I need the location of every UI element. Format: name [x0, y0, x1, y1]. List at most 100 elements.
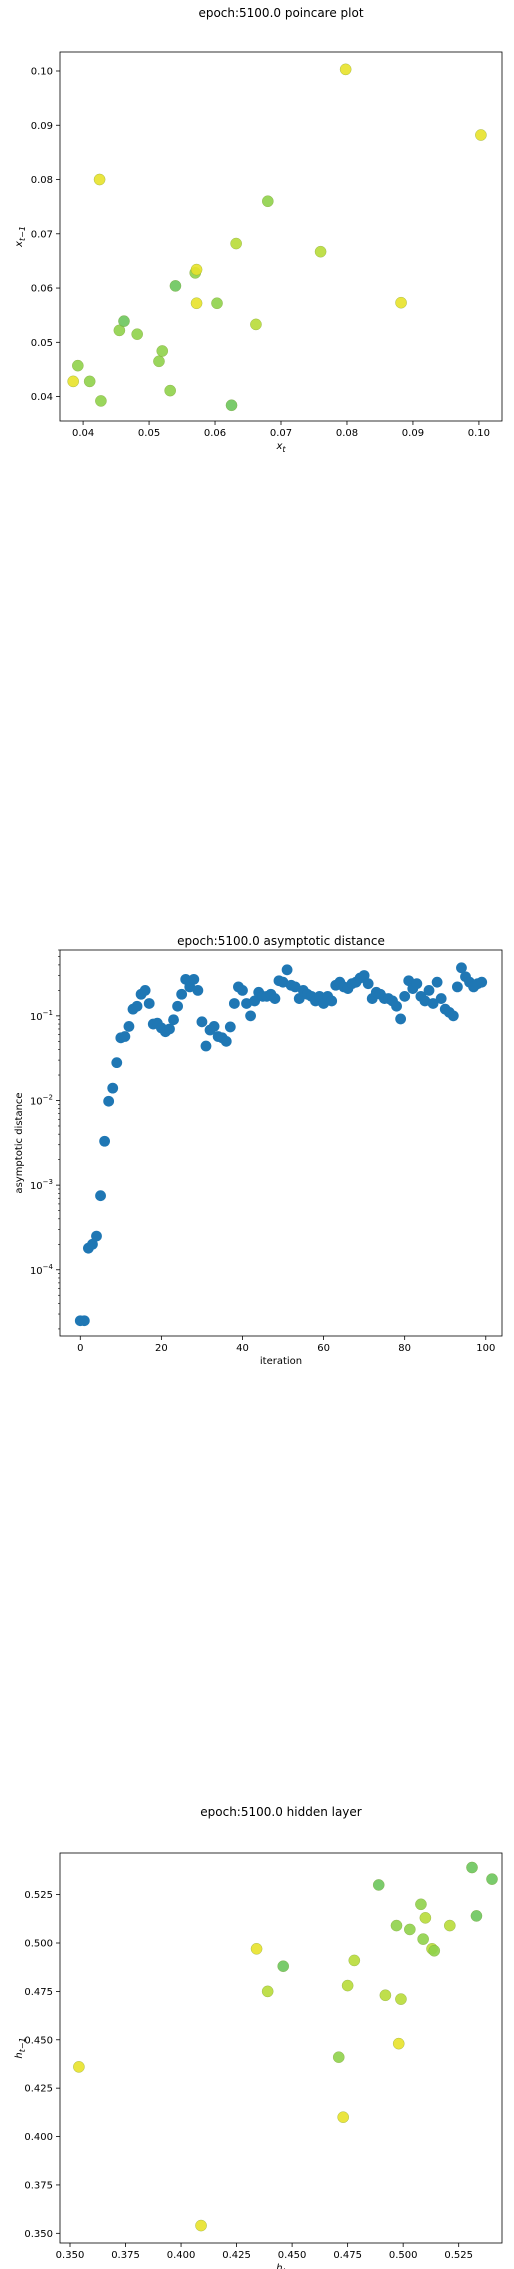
- y-tick-label: 0.450: [24, 2035, 53, 2046]
- scatter-point: [230, 237, 242, 250]
- scatter-point: [358, 970, 370, 981]
- x-tick-label: 0.425: [222, 2250, 251, 2261]
- scatter-point: [447, 1010, 459, 1022]
- scatter-point: [332, 2051, 345, 2063]
- scatter-point: [228, 998, 240, 1009]
- scatter-point: [176, 988, 188, 1000]
- scatter-point: [241, 998, 252, 1009]
- chart-title: epoch:5100.0 hidden layer: [200, 1805, 362, 1819]
- scatter-point: [415, 1898, 427, 1911]
- x-tick-label: 0: [77, 1343, 83, 1354]
- x-tick-label: 0.525: [444, 2250, 473, 2261]
- x-tick-label: 0.09: [402, 428, 424, 439]
- scatter-point: [131, 328, 143, 340]
- x-tick-label: 0.375: [111, 2250, 140, 2261]
- scatter-point: [281, 964, 293, 976]
- scatter-point: [103, 1095, 115, 1107]
- scatter-point: [153, 355, 165, 368]
- scatter-point: [262, 195, 274, 207]
- y-tick-label: 0.08: [31, 175, 53, 186]
- chart-title: epoch:5100.0 asymptotic distance: [177, 934, 385, 948]
- scatter-point: [314, 245, 327, 258]
- scatter-point: [99, 1135, 111, 1147]
- scatter-point: [95, 1190, 106, 1202]
- scatter-point: [139, 984, 151, 996]
- scatter-point: [78, 1315, 90, 1327]
- scatter-point: [391, 1000, 402, 1012]
- scatter-point: [427, 998, 439, 1009]
- scatter-point: [277, 1960, 289, 1972]
- chart-title: epoch:5100.0 poincare plot: [198, 6, 363, 20]
- y-axis-label: asymptotic distance: [14, 1092, 25, 1193]
- scatter-point: [188, 973, 200, 985]
- scatter-point: [93, 173, 106, 186]
- scatter-point: [200, 1040, 212, 1052]
- scatter-point: [470, 1910, 483, 1922]
- scatter-point: [419, 1912, 432, 1924]
- y-axis-label: ht−1: [14, 2037, 27, 2058]
- x-tick-label: 100: [476, 1343, 495, 1354]
- scatter-point: [428, 1944, 441, 1957]
- y-tick-label: 0.375: [24, 2180, 53, 2191]
- scatter-point: [107, 1082, 119, 1094]
- x-tick-label: 0.04: [72, 428, 94, 439]
- x-axis-label: xt: [275, 441, 286, 454]
- x-tick-label: 20: [155, 1343, 168, 1354]
- scatter-point: [261, 1985, 274, 1998]
- scatter-point: [339, 63, 352, 76]
- x-axis-label: ht: [276, 2263, 286, 2269]
- scatter-point: [337, 2111, 349, 2123]
- scatter-point: [395, 296, 407, 309]
- y-tick-label: 0.10: [31, 66, 53, 77]
- scatter-point: [245, 1010, 256, 1022]
- x-tick-label: 40: [236, 1343, 249, 1354]
- scatter-point: [73, 2061, 85, 2073]
- scatter-point: [111, 1057, 123, 1069]
- scatter-point: [444, 1919, 456, 1932]
- y-tick-label: 0.475: [24, 1987, 53, 1998]
- x-tick-label: 0.500: [389, 2250, 418, 2261]
- scatter-point: [417, 1933, 429, 1945]
- scatter-point: [67, 375, 79, 388]
- scatter-point: [423, 984, 435, 996]
- y-tick-label: 10−4: [30, 1263, 54, 1277]
- scatter-point: [123, 1021, 135, 1032]
- scatter-point: [395, 1993, 407, 2005]
- scatter-point: [118, 315, 130, 327]
- scatter-point: [164, 1023, 175, 1035]
- scatter-point: [372, 1879, 385, 1891]
- scatter-point: [143, 998, 155, 1009]
- y-tick-label: 0.06: [31, 284, 53, 295]
- y-tick-label: 0.400: [24, 2132, 53, 2143]
- scatter-point: [431, 976, 443, 988]
- x-tick-label: 80: [398, 1343, 411, 1354]
- scatter-point: [169, 280, 182, 292]
- scatter-point: [190, 263, 203, 276]
- scatter-point: [269, 993, 281, 1004]
- scatter-point: [293, 993, 305, 1004]
- scatter-point: [379, 1989, 392, 2002]
- plot-frame: [59, 949, 503, 1337]
- x-tick-label: 0.08: [336, 428, 358, 439]
- scatter-point: [435, 993, 447, 1004]
- x-tick-label: 0.10: [468, 428, 490, 439]
- scatter-point: [168, 1014, 179, 1026]
- x-axis-label: iteration: [260, 1356, 302, 1367]
- scatter-point: [348, 1954, 361, 1967]
- scatter-point: [220, 1035, 232, 1047]
- x-tick-label: 0.350: [56, 2250, 85, 2261]
- scatter-point: [164, 384, 176, 397]
- y-tick-label: 10−3: [30, 1178, 53, 1192]
- scatter-point: [119, 1031, 131, 1042]
- scatter-point: [451, 981, 463, 993]
- scatter-point: [390, 1919, 403, 1932]
- plot-frame: [59, 51, 503, 422]
- scatter-point: [196, 1016, 208, 1028]
- y-tick-label: 0.07: [31, 229, 53, 240]
- scatter-point: [83, 375, 96, 388]
- y-tick-label: 0.04: [31, 392, 53, 403]
- x-tick-label: 0.400: [167, 2250, 196, 2261]
- scatter-point: [341, 1979, 354, 1992]
- scatter-point: [113, 324, 126, 337]
